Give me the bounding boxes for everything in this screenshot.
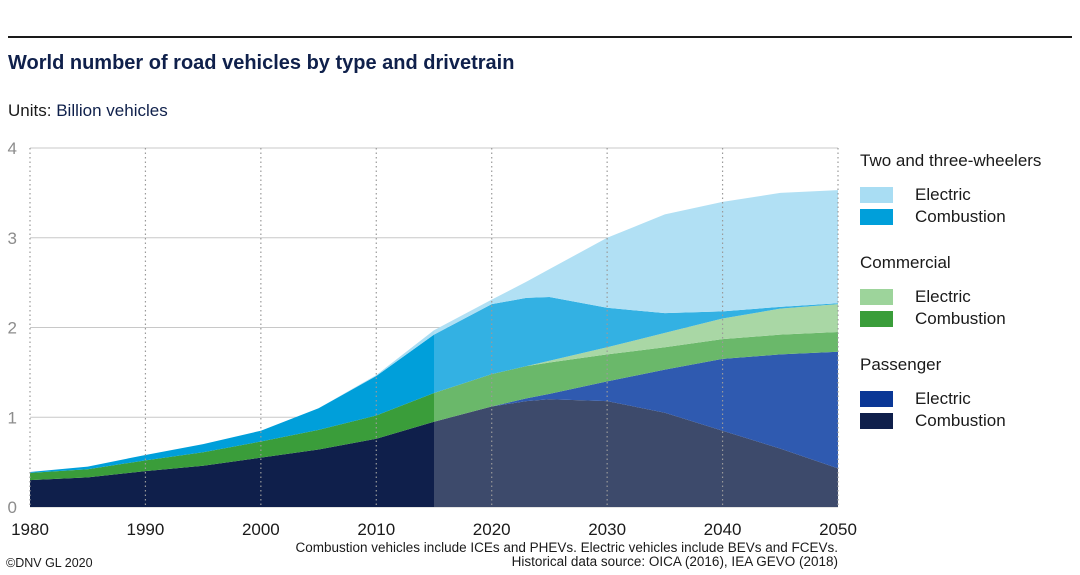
legend-swatch (860, 391, 893, 407)
legend-item-passenger-combustion: Combustion (860, 410, 1075, 432)
legend-swatch (860, 311, 893, 327)
footnote-line-1: Combustion vehicles include ICEs and PHE… (295, 540, 839, 555)
legend-item-two-three-wheelers-combustion: Combustion (860, 206, 1075, 228)
legend-swatch (860, 413, 893, 429)
legend-item-two-three-wheelers-electric: Electric (860, 184, 1075, 206)
units-line: Units: Billion vehicles (8, 101, 168, 121)
legend-swatch (860, 209, 893, 225)
x-tick-label: 2030 (588, 520, 626, 539)
footnote: Combustion vehicles include ICEs and PHE… (296, 541, 839, 569)
y-tick-label: 2 (8, 319, 17, 338)
top-rule (8, 36, 1072, 38)
legend-label: Combustion (915, 411, 1006, 430)
x-tick-label: 2020 (473, 520, 511, 539)
area-commercial-combustion-forecast (434, 331, 838, 422)
legend-item-commercial-combustion: Combustion (860, 308, 1075, 330)
x-tick-label: 2010 (357, 520, 395, 539)
legend-swatch (860, 187, 893, 203)
area-passenger-electric-forecast (434, 351, 838, 469)
y-tick-label: 3 (8, 229, 17, 248)
copyright: ©DNV GL 2020 (6, 556, 93, 570)
legend-swatch (860, 289, 893, 305)
area-commercial-electric-forecast (434, 304, 838, 394)
legend-label: Combustion (915, 207, 1006, 226)
x-tick-label: 2040 (704, 520, 742, 539)
y-tick-label: 1 (8, 408, 17, 427)
x-tick-label: 2000 (242, 520, 280, 539)
area-passenger-combustion-historical (30, 421, 434, 507)
legend-group-passenger: Passenger Electric Combustion (860, 354, 1075, 432)
y-tick-label: 4 (8, 139, 17, 158)
legend-group-two-three-wheelers: Two and three-wheelers Electric Combusti… (860, 150, 1075, 228)
area-passenger-combustion-forecast (434, 399, 838, 507)
legend: Two and three-wheelers Electric Combusti… (860, 150, 1075, 432)
legend-group-title: Passenger (860, 355, 942, 374)
chart-title: World number of road vehicles by type an… (8, 52, 515, 74)
units-label: Units: (8, 101, 52, 120)
area-two-and-three-wheelers-electric-forecast (434, 190, 838, 335)
legend-label: Electric (915, 185, 971, 204)
legend-item-passenger-electric: Electric (860, 388, 1075, 410)
y-tick-label: 0 (8, 498, 17, 517)
legend-item-commercial-electric: Electric (860, 286, 1075, 308)
x-tick-label: 1980 (11, 520, 49, 539)
area-commercial-combustion-historical (30, 393, 434, 481)
legend-label: Combustion (915, 309, 1006, 328)
area-two-and-three-wheelers-combustion-forecast (434, 296, 838, 394)
legend-label: Electric (915, 287, 971, 306)
legend-group-title: Commercial (860, 253, 951, 272)
units-value: Billion vehicles (56, 101, 168, 120)
x-tick-label: 1990 (127, 520, 165, 539)
x-tick-label: 2050 (819, 520, 857, 539)
legend-group-commercial: Commercial Electric Combustion (860, 252, 1075, 330)
legend-group-title: Two and three-wheelers (860, 151, 1042, 170)
footnote-line-2: Historical data source: OICA (2016), IEA… (511, 554, 838, 569)
legend-label: Electric (915, 389, 971, 408)
area-two-and-three-wheelers-combustion-historical (30, 334, 434, 473)
